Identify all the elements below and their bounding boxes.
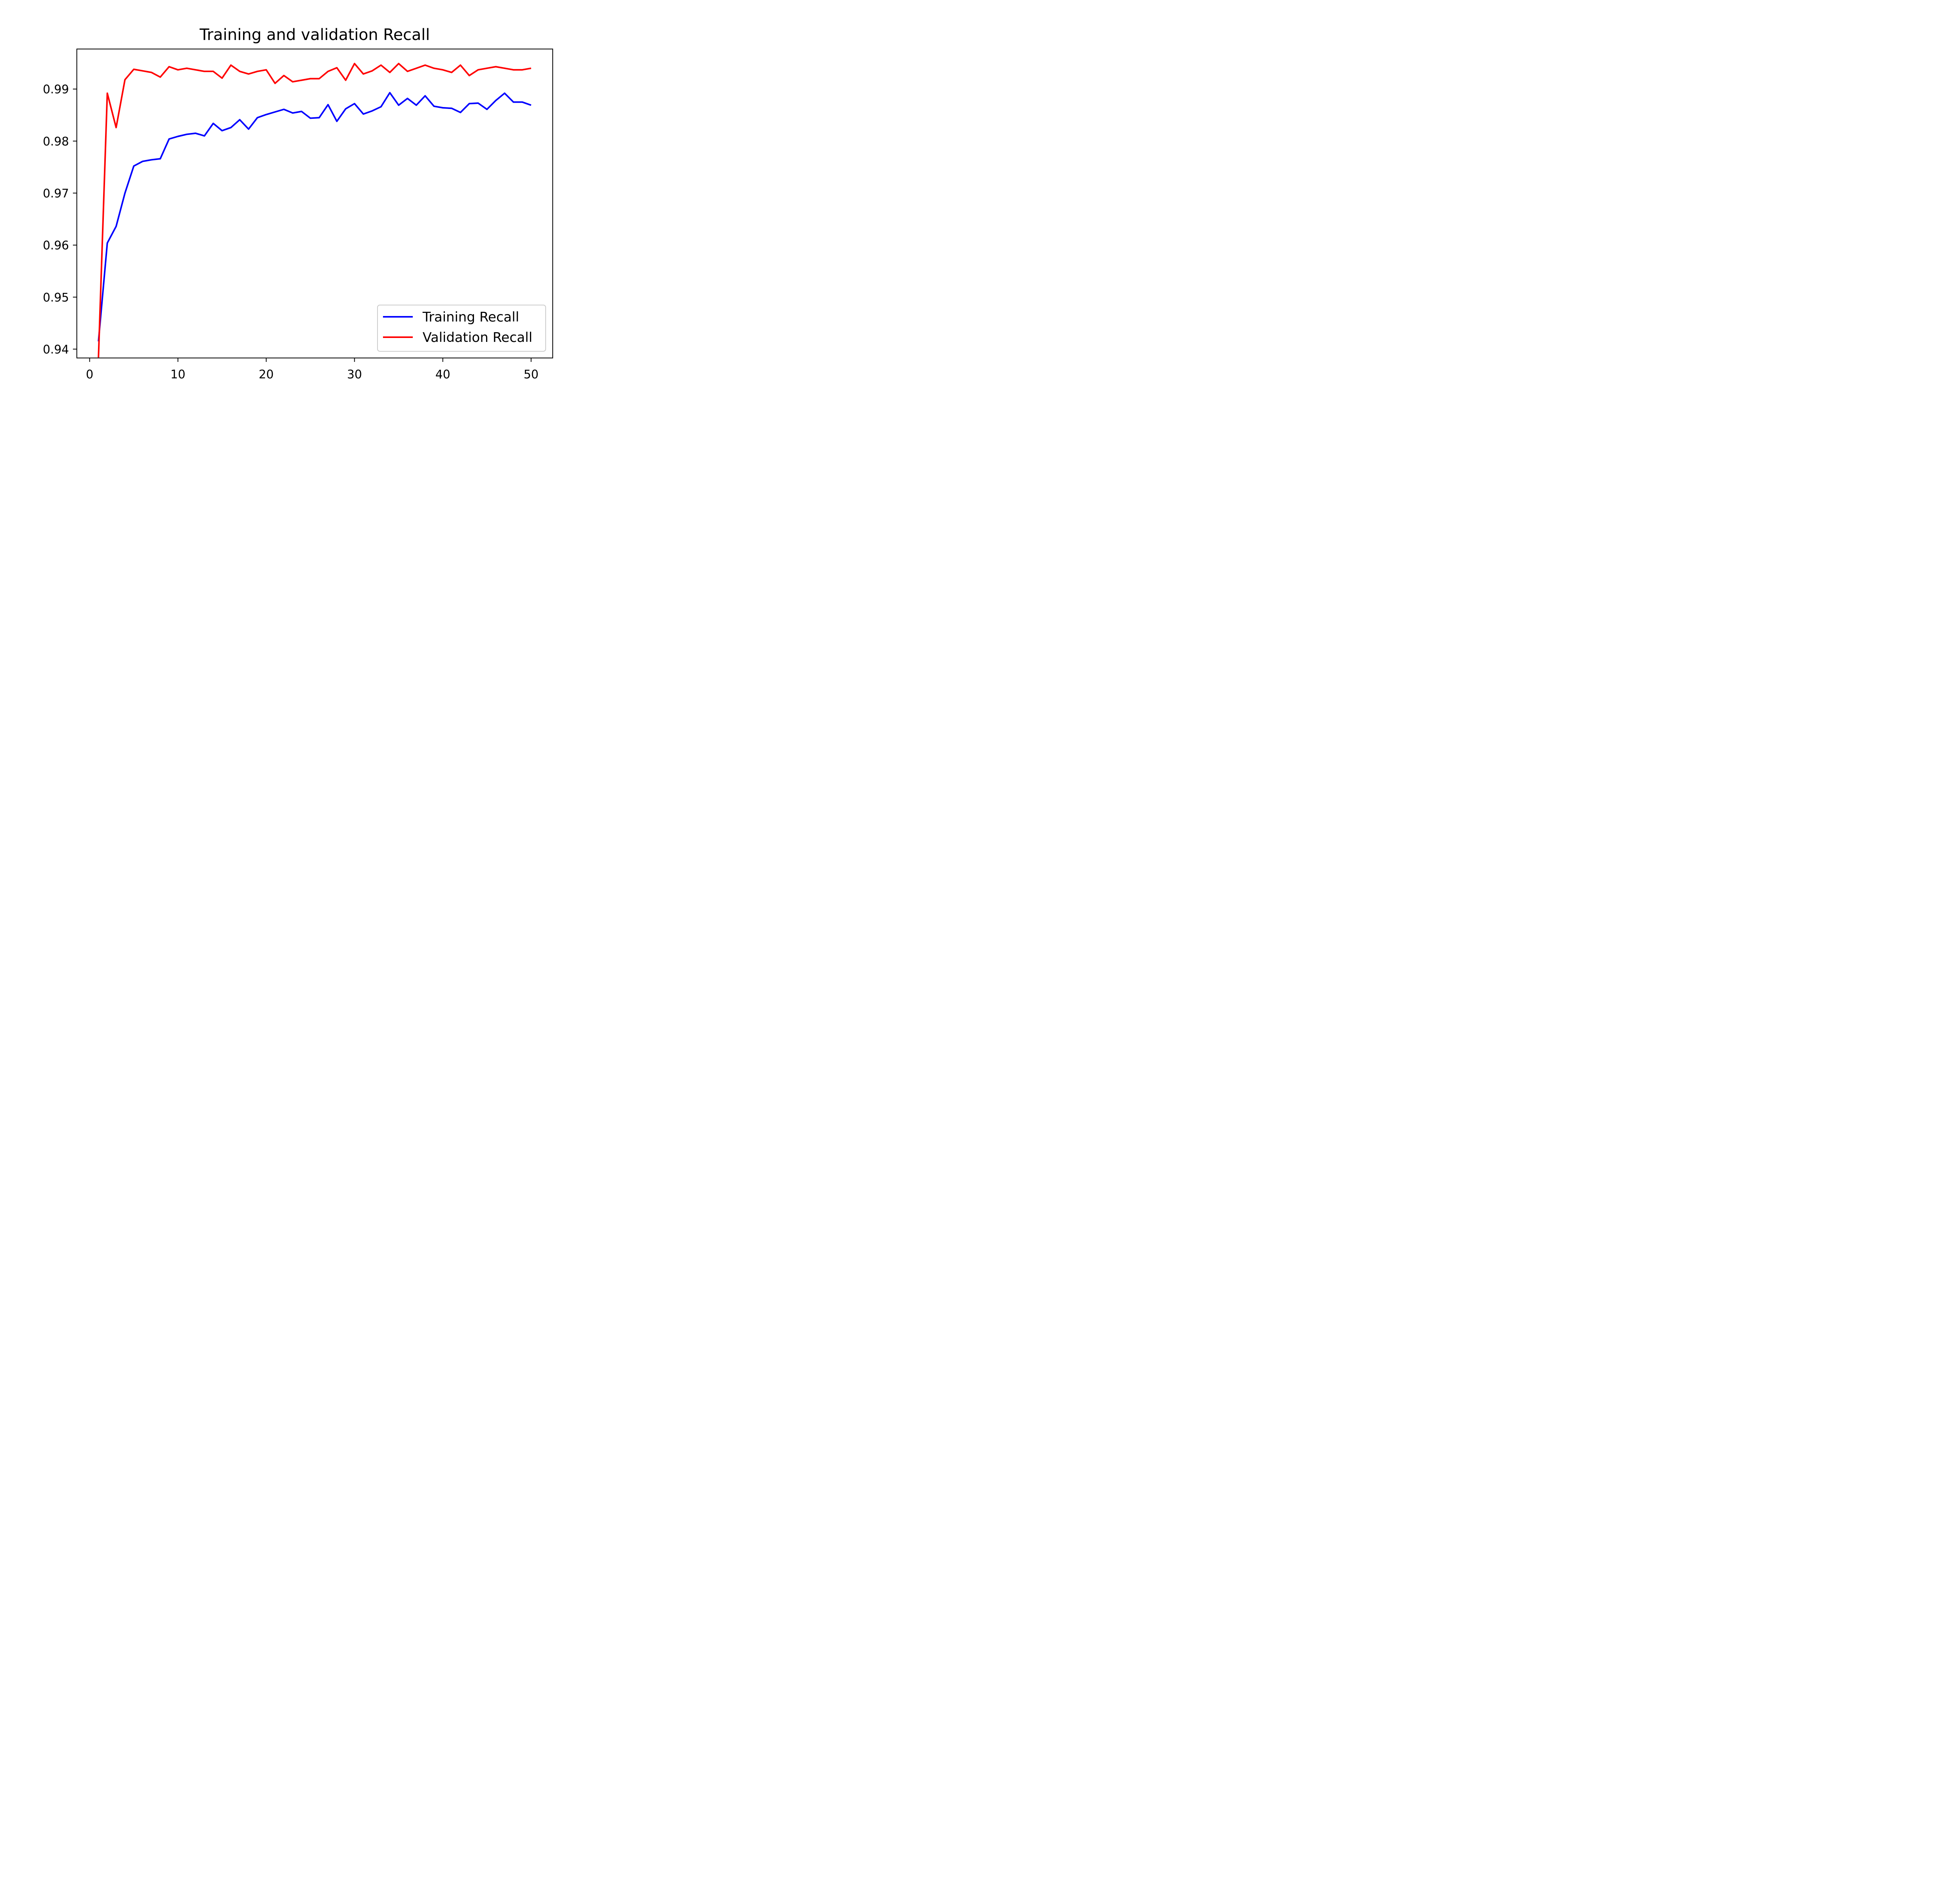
chart-title: Training and validation Recall — [199, 26, 430, 44]
y-axis: 0.94 0.95 0.96 0.97 0.98 0.99 — [43, 83, 77, 356]
y-tick-label: 0.94 — [43, 343, 69, 356]
series-training-recall — [98, 92, 532, 342]
series-layer — [98, 63, 532, 358]
legend: Training Recall Validation Recall — [377, 305, 546, 352]
line-chart: Training and validation Recall 0 10 20 30 40… — [43, 26, 553, 381]
x-tick-label: 10 — [171, 368, 185, 381]
y-tick-label: 0.98 — [43, 135, 69, 149]
x-tick-label: 40 — [435, 368, 450, 381]
series-line — [98, 92, 532, 342]
series-line — [98, 63, 532, 358]
x-tick-label: 20 — [259, 368, 274, 381]
x-tick-label: 30 — [347, 368, 362, 381]
legend-label-validation: Validation Recall — [423, 330, 532, 345]
legend-label-training: Training Recall — [422, 309, 519, 325]
chart-container: Training and validation Recall 0 10 20 30 40… — [0, 0, 604, 403]
plot-area-frame — [76, 49, 553, 358]
series-validation-recall — [98, 63, 532, 358]
y-tick-label: 0.97 — [43, 187, 69, 200]
y-tick-label: 0.95 — [43, 291, 69, 305]
legend-box — [377, 305, 546, 352]
x-tick-label: 50 — [524, 368, 539, 381]
y-tick-label: 0.99 — [43, 83, 69, 96]
x-tick-label: 0 — [86, 368, 93, 381]
y-tick-label: 0.96 — [43, 239, 69, 253]
x-axis: 0 10 20 30 40 50 — [86, 358, 539, 381]
